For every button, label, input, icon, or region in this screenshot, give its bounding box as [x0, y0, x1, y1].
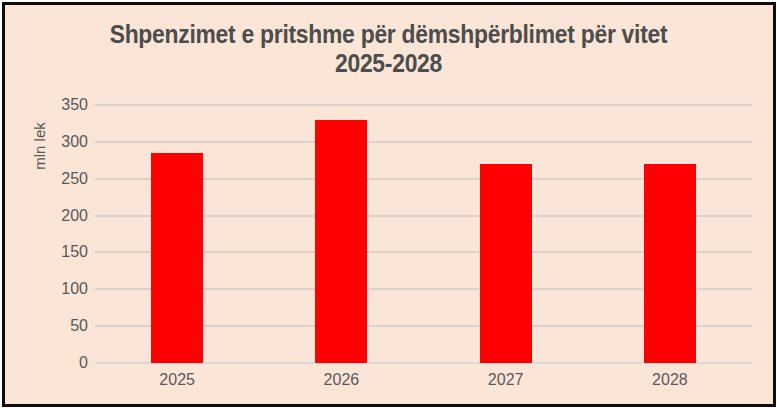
bar-2027: [480, 164, 532, 363]
x-tick-label: 2027: [424, 371, 588, 389]
chart-title-line-1: Shpenzimet e pritshme për dëmshpërblimet…: [47, 20, 731, 49]
y-tick-label: 250: [36, 170, 88, 188]
y-tick-label: 0: [36, 354, 88, 372]
y-tick-label: 350: [36, 96, 88, 114]
x-tick-label: 2026: [259, 371, 423, 389]
y-tick-label: 50: [36, 317, 88, 335]
bar-2026: [315, 120, 367, 363]
bar-2025: [151, 153, 203, 363]
bar-slot: [588, 105, 752, 363]
chart-canvas: Shpenzimet e pritshme për dëmshpërblimet…: [0, 0, 777, 408]
x-tick-label: 2028: [588, 371, 752, 389]
y-tick-label: 100: [36, 280, 88, 298]
bar-series: [95, 105, 752, 363]
chart-title: Shpenzimet e pritshme për dëmshpërblimet…: [47, 20, 731, 78]
x-axis-tick-labels: 2025202620272028: [95, 371, 752, 389]
y-tick-label: 300: [36, 133, 88, 151]
y-tick-label: 200: [36, 207, 88, 225]
x-tick-label: 2025: [95, 371, 259, 389]
bar-slot: [424, 105, 588, 363]
bar-slot: [259, 105, 423, 363]
chart-title-line-2: 2025-2028: [47, 49, 731, 78]
y-tick-label: 150: [36, 243, 88, 261]
bar-slot: [95, 105, 259, 363]
bar-2028: [644, 164, 696, 363]
y-axis-tick-labels: 050100150200250300350: [36, 105, 88, 363]
